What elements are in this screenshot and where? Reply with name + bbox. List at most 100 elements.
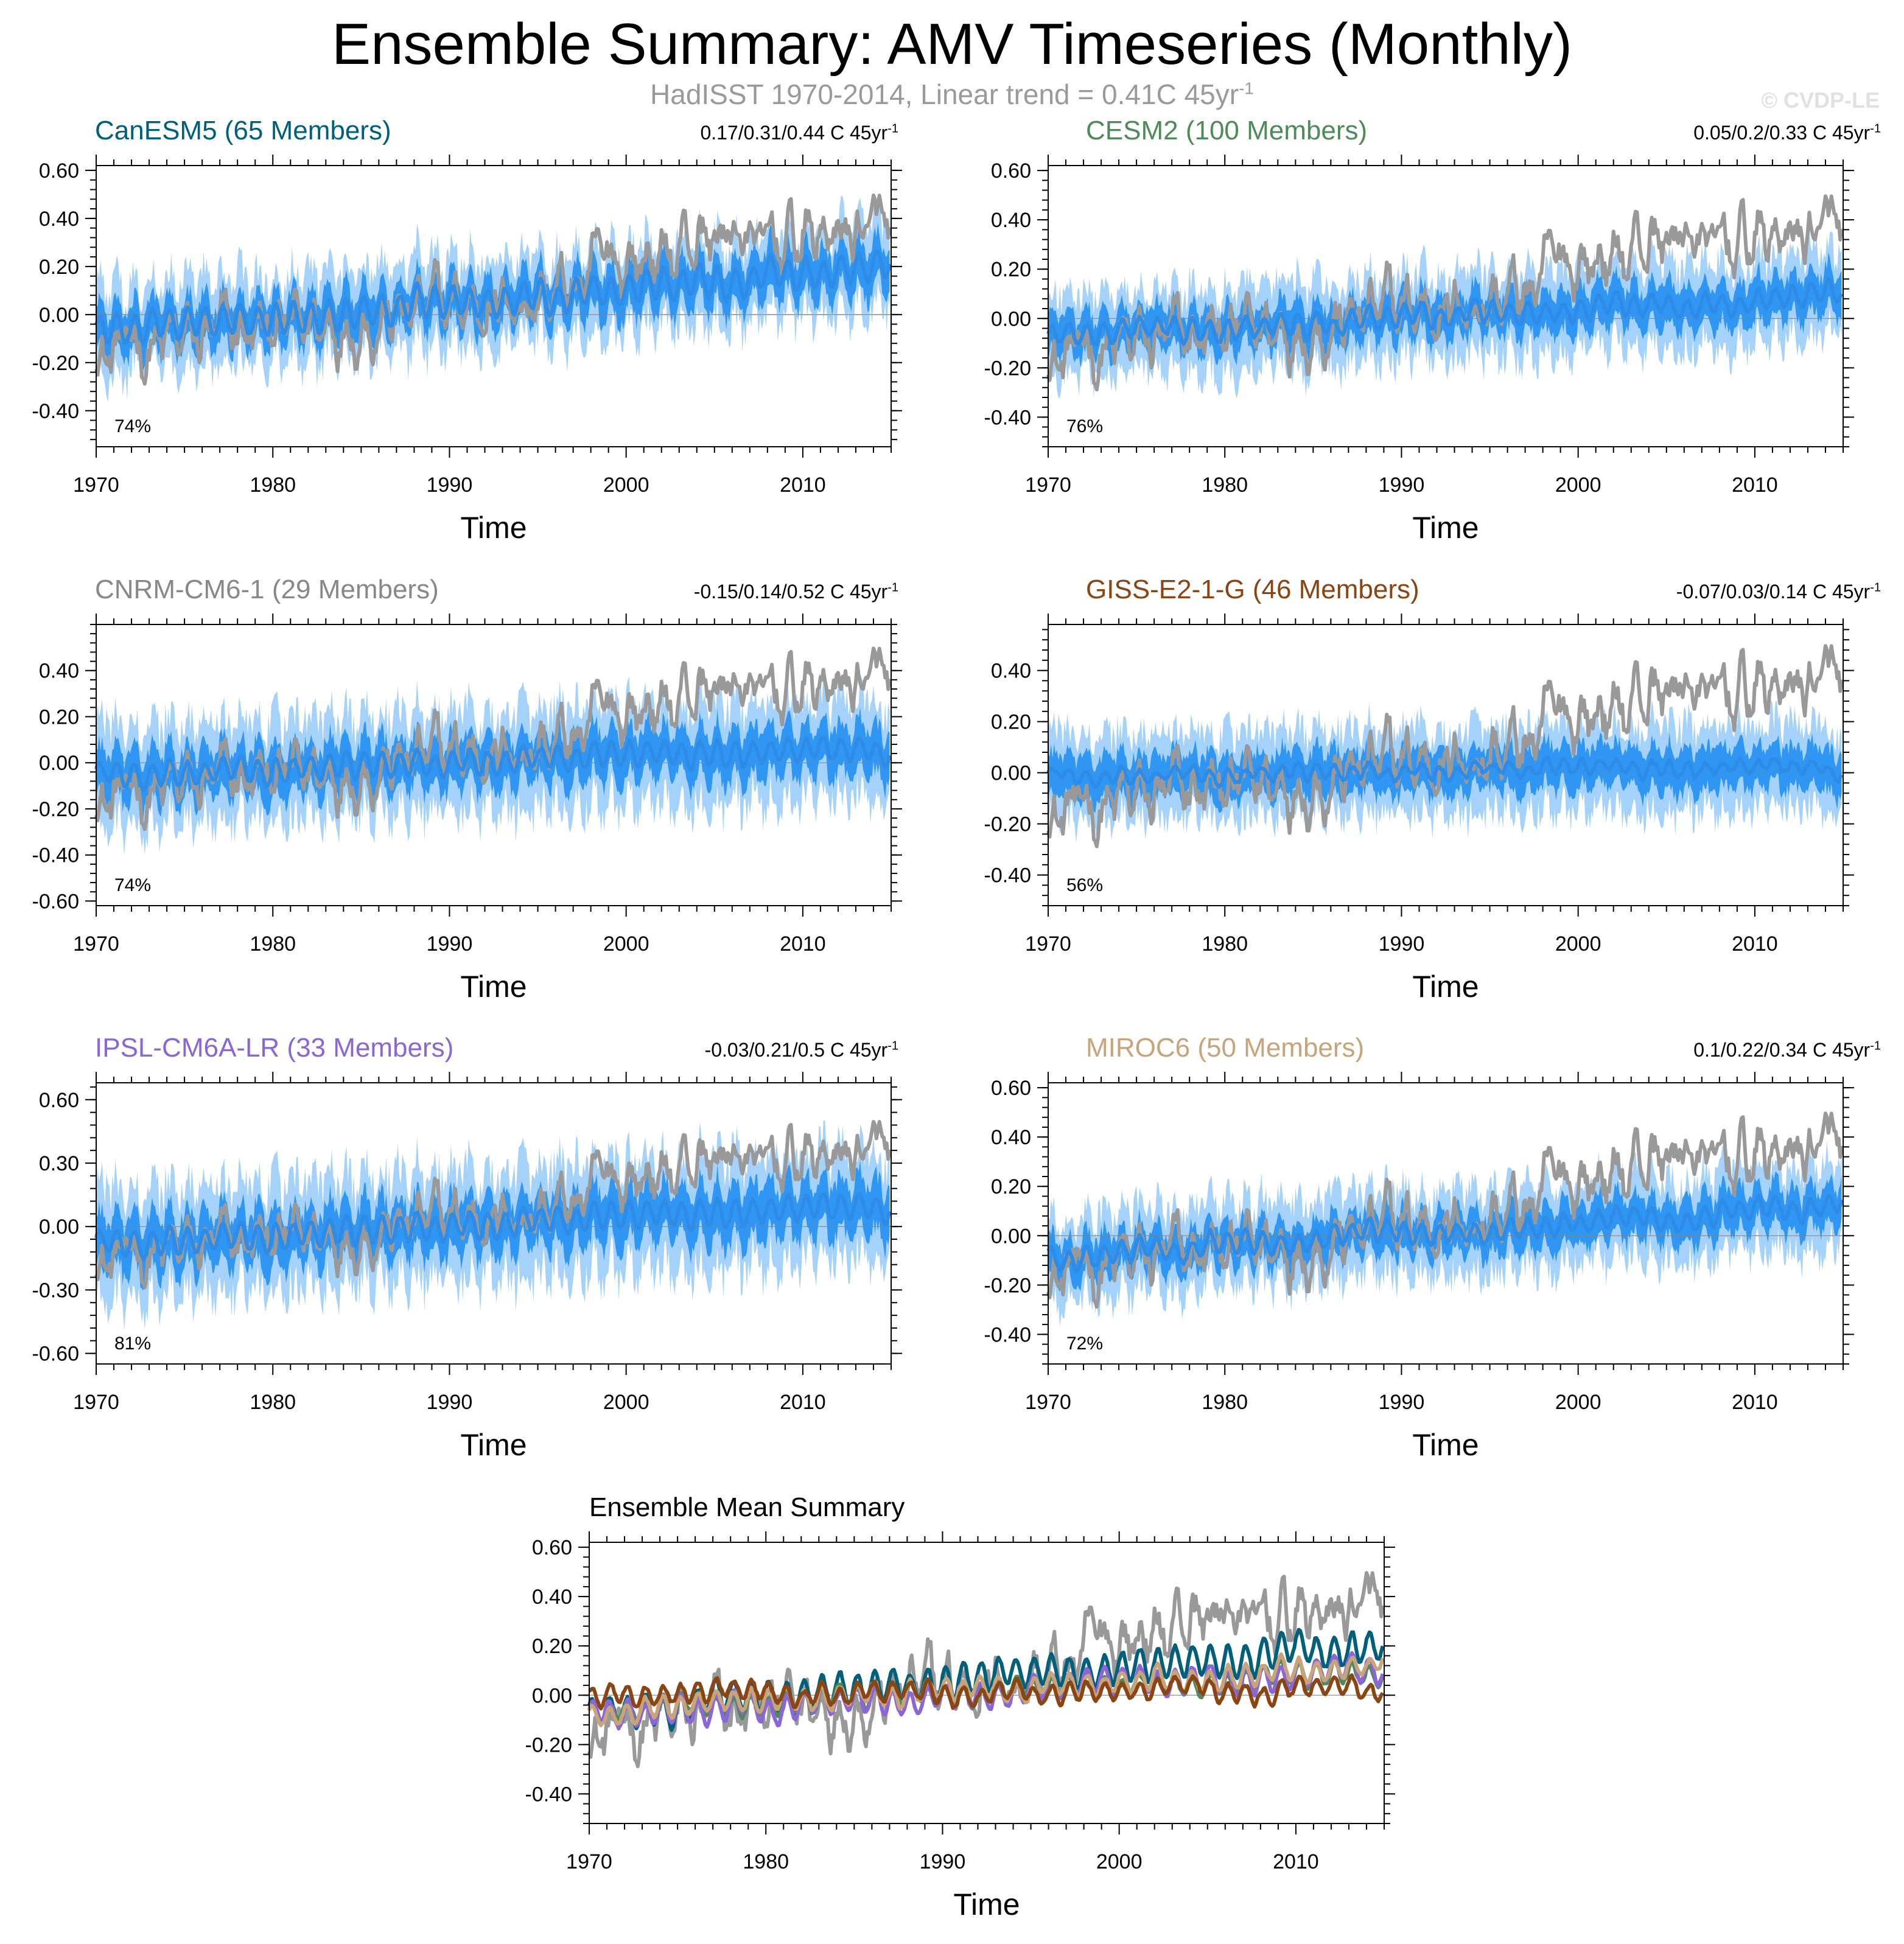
ensemble-mean-line — [1046, 1194, 1844, 1274]
y-tick-label: 0.60 — [39, 1089, 79, 1112]
y-tick-label: 0.00 — [991, 1225, 1031, 1248]
chart-ipsl: 81% -0.60 -0.30 0.00 0.30 0.60 1970 1980 1990 200… — [32, 1072, 902, 1462]
x-tick-label: 2010 — [780, 1391, 826, 1414]
y-tick-label: 0.20 — [39, 256, 79, 279]
y-tick-label: -0.20 — [984, 813, 1032, 836]
y-tick-label: -0.30 — [32, 1279, 80, 1302]
plot-area: 74% — [94, 193, 892, 436]
x-tick-label: 2000 — [1096, 1850, 1143, 1873]
y-tick-label: 0.00 — [39, 752, 79, 775]
y-tick-label: 0.40 — [991, 209, 1031, 232]
y-tick-label: -0.40 — [984, 406, 1032, 429]
x-tick-label: 1970 — [73, 474, 119, 497]
y-tick-label: 0.20 — [991, 258, 1031, 281]
x-tick-label: 1990 — [1379, 1391, 1425, 1414]
x-tick-label: 1990 — [427, 474, 473, 497]
x-tick-label: 1990 — [1379, 474, 1425, 497]
x-tick-label: 1980 — [250, 932, 296, 956]
x-axis-label: Time — [953, 1887, 1020, 1921]
panel-trend-cesm2: 0.05/0.2/0.33 C 45yr-1 — [1693, 122, 1881, 144]
panel-title-summary: Ensemble Mean Summary — [589, 1492, 905, 1522]
x-tick-label: 1980 — [743, 1850, 789, 1873]
plot-area: 74% — [94, 646, 892, 895]
chart-canesm5: 74% -0.40 -0.20 0.00 0.20 0.40 0.60 1970 1980 199… — [32, 155, 902, 545]
figure-title: Ensemble Summary: AMV Timeseries (Monthl… — [332, 12, 1572, 77]
x-tick-label: 1970 — [1025, 932, 1071, 956]
trend-text: -0.07/0.03/0.14 C 45yr — [1676, 581, 1871, 603]
x-tick-label: 2010 — [1273, 1850, 1319, 1873]
trend-superscript: -1 — [887, 581, 898, 595]
trend-text: 0.17/0.31/0.44 C 45yr — [700, 122, 888, 144]
y-tick-label: 0.00 — [991, 762, 1031, 785]
x-tick-label: 1980 — [1202, 474, 1248, 497]
percent-label: 74% — [114, 875, 151, 895]
y-tick-label: -0.20 — [984, 357, 1032, 380]
subtitle-superscript: -1 — [1239, 79, 1254, 98]
y-tick-label: 0.60 — [532, 1536, 572, 1559]
x-tick-label: 1970 — [73, 932, 119, 956]
plot-frame — [96, 624, 892, 906]
y-tick-label: 0.40 — [39, 660, 79, 683]
y-tick-label: -0.40 — [32, 400, 80, 423]
trend-superscript: -1 — [887, 1039, 898, 1053]
x-tick-label: 2000 — [1555, 1391, 1601, 1414]
y-tick-label: 0.60 — [991, 1077, 1031, 1100]
x-axis-label: Time — [460, 1428, 527, 1462]
x-tick-label: 1980 — [250, 474, 296, 497]
plot-frame — [1048, 624, 1844, 906]
trend-superscript: -1 — [1870, 581, 1881, 595]
ensemble-mean-line — [1046, 756, 1844, 790]
y-tick-label: 0.00 — [39, 304, 79, 327]
percent-label: 81% — [114, 1334, 151, 1354]
panel-trend-canesm5: 0.17/0.31/0.44 C 45yr-1 — [700, 122, 898, 144]
plot-frame — [1048, 1082, 1844, 1365]
x-tick-label: 1990 — [1379, 932, 1425, 956]
percent-label: 56% — [1066, 875, 1103, 895]
panel-title-cesm2: CESM2 (100 Members) — [1086, 116, 1368, 145]
y-tick-label: 0.20 — [532, 1635, 572, 1658]
x-tick-label: 1990 — [920, 1850, 966, 1873]
x-tick-label: 1980 — [1202, 932, 1248, 956]
y-tick-label: -0.20 — [32, 798, 80, 821]
figure-subtitle: HadISST 1970-2014, Linear trend = 0.41C … — [0, 78, 1904, 111]
subtitle-text: HadISST 1970-2014, Linear trend = 0.41C … — [650, 79, 1239, 110]
y-tick-label: -0.40 — [984, 864, 1032, 887]
copyright-label: © CVDP-LE — [1761, 88, 1880, 113]
trend-superscript: -1 — [1870, 122, 1881, 136]
x-tick-label: 2010 — [1732, 932, 1778, 956]
y-tick-label: 0.60 — [991, 159, 1031, 183]
x-axis-label: Time — [460, 511, 527, 545]
y-tick-label: -0.40 — [525, 1783, 573, 1806]
chart-miroc6: 72% -0.40 -0.20 0.00 0.20 0.40 0.60 1970 1980 199… — [984, 1072, 1854, 1462]
y-tick-label: -0.40 — [32, 844, 80, 867]
y-tick-label: -0.60 — [32, 890, 80, 913]
panel-title-canesm5: CanESM5 (65 Members) — [95, 116, 391, 145]
panel-title-giss: GISS-E2-1-G (46 Members) — [1086, 575, 1419, 604]
x-tick-label: 2000 — [603, 1391, 649, 1414]
chart-giss: 56% -0.40 -0.20 0.00 0.20 0.40 1970 1980 1990 200… — [984, 614, 1854, 1004]
chart-summary: -0.40 -0.20 0.00 0.20 0.40 0.60 1970 1980 1990 20… — [525, 1531, 1395, 1921]
y-tick-label: 0.30 — [39, 1152, 79, 1175]
x-tick-label: 2010 — [1732, 1391, 1778, 1414]
x-tick-label: 1980 — [1202, 1391, 1248, 1414]
x-tick-label: 2010 — [1732, 474, 1778, 497]
trend-text: 0.1/0.22/0.34 C 45yr — [1693, 1039, 1871, 1061]
chart-cesm2: 76% -0.40 -0.20 0.00 0.20 0.40 0.60 1970 1980 199… — [984, 155, 1854, 545]
trend-superscript: -1 — [887, 122, 898, 136]
y-tick-label: -0.40 — [984, 1323, 1032, 1346]
y-tick-label: -0.60 — [32, 1343, 80, 1366]
x-tick-label: 1970 — [1025, 1391, 1071, 1414]
x-tick-label: 2000 — [1555, 474, 1601, 497]
y-tick-label: -0.20 — [525, 1733, 573, 1757]
series-line-giss-e2-1-g — [588, 1673, 1385, 1711]
y-tick-label: 0.00 — [532, 1684, 572, 1707]
ensemble-mean-line — [1046, 277, 1844, 346]
x-axis-label: Time — [1412, 1428, 1479, 1462]
y-tick-label: 0.20 — [991, 711, 1031, 734]
percent-label: 72% — [1066, 1334, 1103, 1354]
trend-superscript: -1 — [1870, 1039, 1881, 1053]
percent-label: 76% — [1066, 416, 1103, 436]
plot-area: 81% — [94, 1119, 892, 1354]
y-tick-label: -0.20 — [984, 1274, 1032, 1297]
ensemble-mean-line — [94, 250, 892, 346]
